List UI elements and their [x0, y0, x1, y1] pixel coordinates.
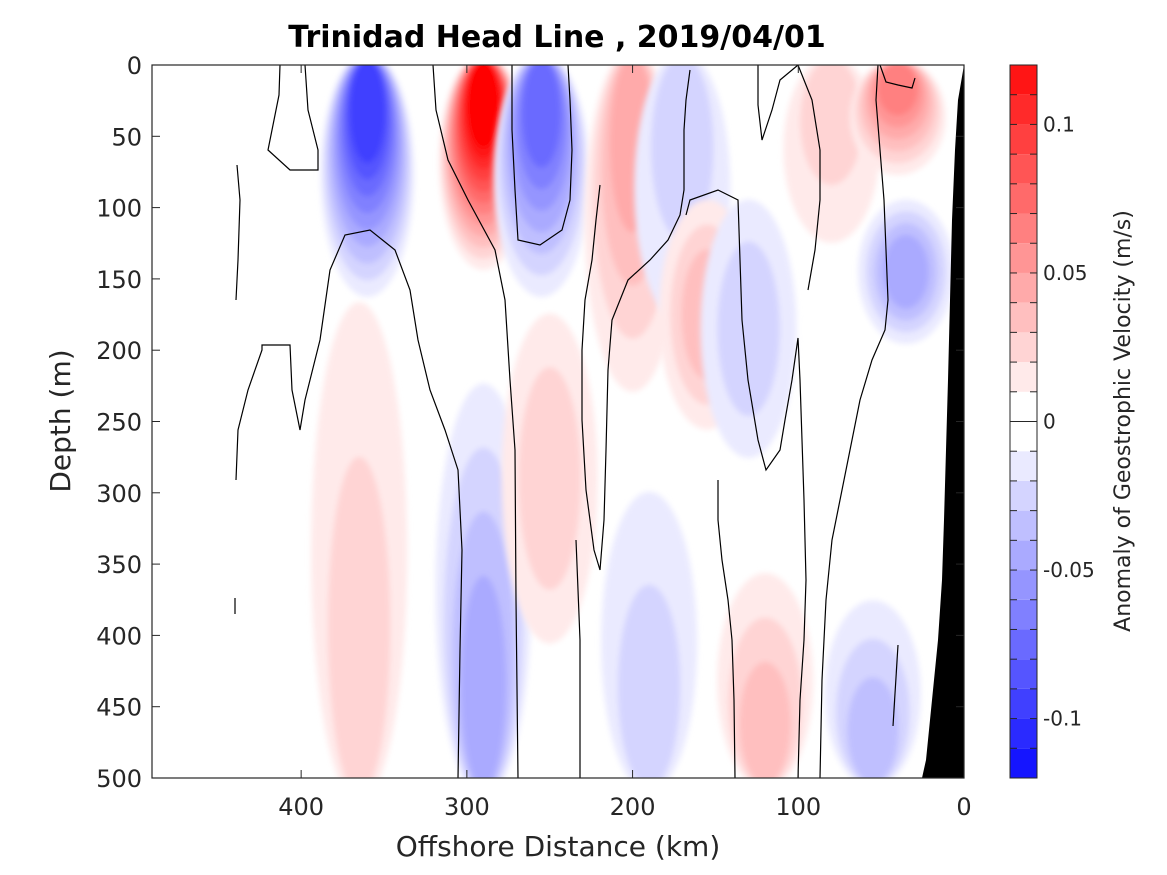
zero-contour: [267, 65, 319, 171]
colorbar-segment: [1010, 629, 1037, 660]
colorbar-tick-label: -0.05: [1043, 558, 1095, 582]
zero-contour: [575, 539, 581, 778]
x-tick-label: 0: [956, 793, 971, 821]
plot-area: [151, 64, 965, 779]
colorbar-segment: [1010, 748, 1037, 778]
colorbar-segment: [1010, 540, 1037, 571]
colorbar-segment: [1010, 94, 1037, 125]
colorbar-segment: [1010, 659, 1037, 689]
y-tick-label: 400: [96, 622, 142, 650]
contour-level-fill: [883, 234, 929, 309]
colorbar-segment: [1010, 124, 1037, 155]
colorbar-segment: [1010, 302, 1037, 333]
y-tick-label: 150: [96, 266, 142, 294]
colorbar-segment: [1010, 332, 1037, 363]
zero-contour: [879, 65, 916, 89]
y-tick-label: 500: [96, 765, 142, 793]
colorbar-tick-label: 0.1: [1043, 112, 1075, 136]
colorbar-tick-label: 0.05: [1043, 261, 1088, 285]
contour-level-fill: [877, 65, 918, 116]
anomaly-core: [493, 65, 590, 297]
zero-contour: [432, 65, 519, 778]
contour-level-fill: [349, 65, 386, 163]
zero-contour: [685, 189, 807, 778]
contour-level-fill: [717, 241, 780, 417]
zero-contour: [717, 480, 736, 778]
y-tick-label: 0: [127, 52, 142, 80]
contour-level-fill: [739, 661, 791, 778]
colorbar-segment: [1010, 362, 1037, 392]
contour-level-fill: [800, 65, 863, 185]
y-axis-label: Depth (m): [44, 349, 77, 492]
colorbar-segment: [1010, 480, 1037, 511]
contour-level-fill: [467, 65, 500, 148]
zero-contour: [511, 65, 573, 246]
x-tick-label: 100: [775, 793, 821, 821]
colorbar-segment: [1010, 272, 1037, 303]
x-axis-label: Offshore Distance (km): [396, 830, 721, 863]
anomaly-core: [501, 313, 598, 644]
anomaly-core: [700, 199, 797, 459]
y-tick-label: 50: [111, 123, 142, 151]
zero-contour: [235, 229, 463, 778]
contour-level-fill: [522, 65, 561, 168]
colorbar-tick-label: 0: [1043, 410, 1056, 434]
y-tick-label: 250: [96, 409, 142, 437]
colorbar-segment: [1010, 183, 1037, 214]
y-tick-label: 100: [96, 195, 142, 223]
velocity-field: [311, 65, 954, 778]
anomaly-core: [858, 199, 954, 344]
anomaly-core: [824, 600, 921, 778]
y-tick-label: 350: [96, 551, 142, 579]
colorbar-segment: [1010, 570, 1037, 600]
y-tick-label: 200: [96, 337, 142, 365]
colorbar-segment: [1010, 718, 1037, 749]
x-tick-label: 200: [610, 793, 656, 821]
zero-contour: [819, 65, 889, 778]
zero-contours: [234, 65, 916, 778]
zero-contour: [235, 164, 241, 301]
bathymetry-mask: [922, 65, 964, 778]
colorbar-segment: [1010, 243, 1037, 273]
anomaly-core: [311, 302, 408, 778]
contour-level-fill: [460, 575, 507, 778]
colorbar: 0.1 0.05 0 -0.05 -0.1: [1009, 64, 1095, 779]
colorbar-label: Anomaly of Geostrophic Velocity (m/s): [1111, 210, 1136, 632]
x-tick-label: 300: [444, 793, 490, 821]
colorbar-segment: [1010, 688, 1037, 719]
colorbar-segment: [1010, 213, 1037, 244]
contour-level-fill: [847, 677, 899, 778]
y-axis: 0 50 100 150 200 250 300 350 400 450 500: [96, 52, 964, 793]
colorbar-segment: [1010, 65, 1037, 95]
zero-contour: [581, 69, 691, 571]
anomaly-core: [601, 491, 698, 778]
x-axis: 400 300 200 100 0: [278, 65, 972, 821]
x-tick-label: 400: [278, 793, 324, 821]
anomaly-core: [717, 573, 814, 778]
colorbar-tick-label: -0.1: [1043, 707, 1082, 731]
zero-contour: [757, 65, 821, 291]
anomaly-core: [849, 65, 946, 176]
anomaly-core: [320, 65, 415, 297]
colorbar-segment: [1010, 154, 1037, 184]
zero-contour: [892, 644, 899, 727]
y-tick-label: 300: [96, 480, 142, 508]
chart-title: Trinidad Head Line , 2019/04/01: [288, 20, 825, 55]
y-tick-label: 450: [96, 694, 142, 722]
colorbar-segment: [1010, 451, 1037, 481]
contour-level-fill: [651, 65, 714, 240]
colorbar-segment: [1010, 510, 1037, 541]
colorbar-segment: [1010, 599, 1037, 630]
contour-level-fill: [327, 456, 391, 778]
contour-level-fill: [518, 367, 581, 590]
contour-level-fill: [617, 584, 681, 778]
